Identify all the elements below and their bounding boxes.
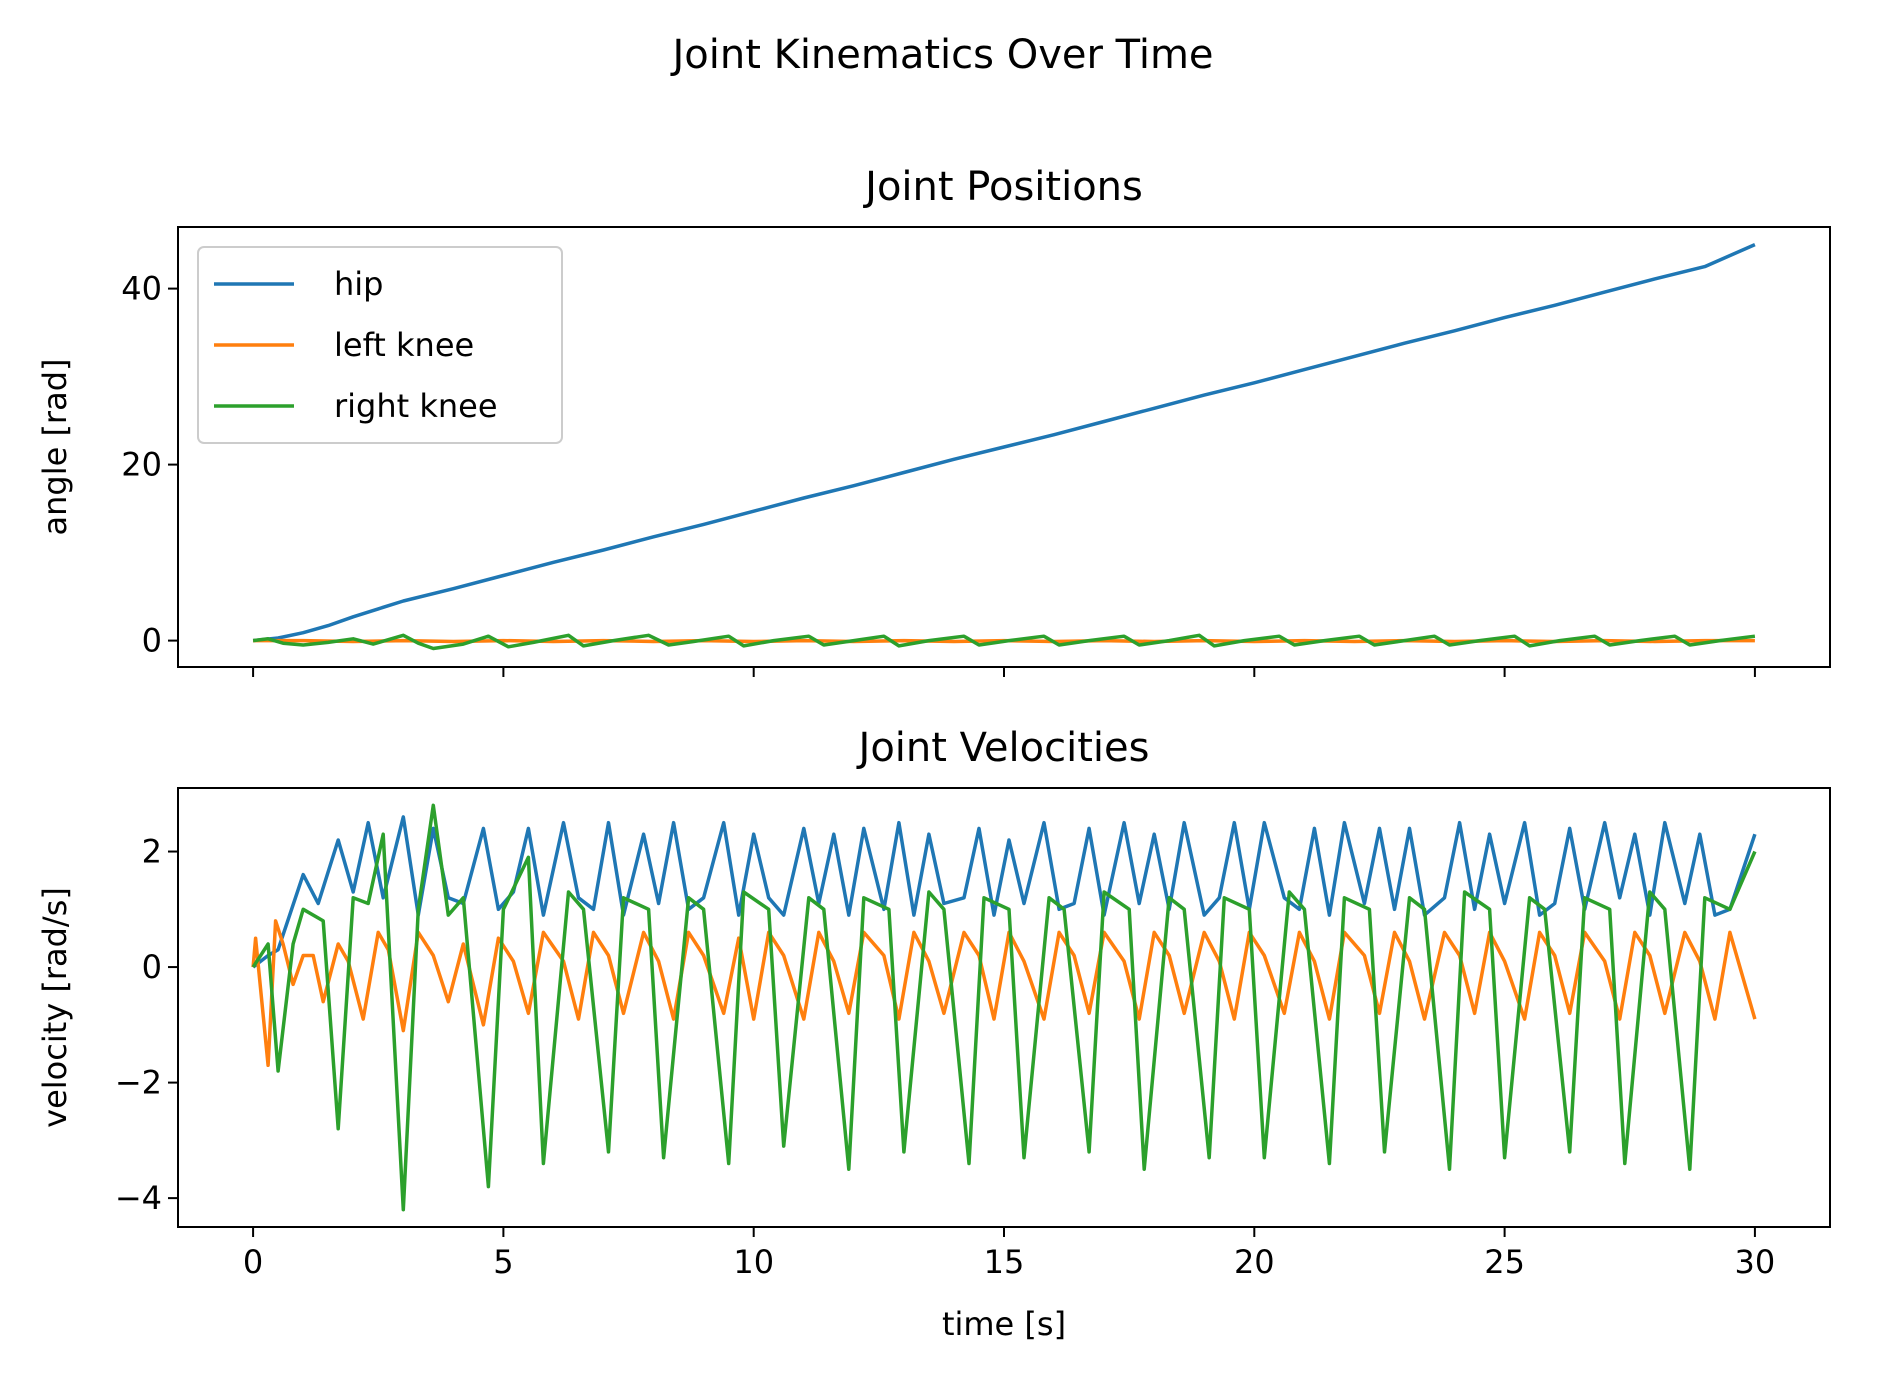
- figure-suptitle: Joint Kinematics Over Time: [669, 32, 1213, 78]
- positions-ytick-label-0: 0: [142, 622, 162, 660]
- velocities-xtick-label-15: 15: [984, 1243, 1025, 1281]
- positions-legend-label-left-knee: left knee: [334, 326, 474, 364]
- velocities-series-hip: [252, 815, 1757, 969]
- velocities-series-left-knee: [251, 919, 1757, 1068]
- positions-series-group: [252, 242, 1756, 651]
- positions-title: Joint Positions: [862, 164, 1143, 210]
- velocities-xlabel: time [s]: [942, 1305, 1066, 1343]
- velocities-xtick-label-30: 30: [1735, 1243, 1776, 1281]
- positions-ylabel: angle [rad]: [36, 359, 74, 536]
- positions-legend: hip left knee right knee: [197, 246, 563, 444]
- velocities-series-right-knee: [251, 803, 1757, 1212]
- velocities-xtick-label-20: 20: [1234, 1243, 1275, 1281]
- velocities-xtick-label-25: 25: [1484, 1243, 1525, 1281]
- positions-legend-box: [197, 246, 563, 444]
- velocities-ytick-label-0: 0: [142, 948, 162, 986]
- positions-legend-label-hip: hip: [334, 265, 383, 303]
- velocities-xtick-label-0: 0: [243, 1243, 263, 1281]
- velocities-ytick-label-2: −2: [115, 1064, 162, 1102]
- velocities-ytick-label-4: −4: [115, 1179, 162, 1217]
- positions-series-hip: [252, 242, 1756, 643]
- positions-ytick-label-40: 40: [121, 270, 162, 308]
- positions-legend-label-right-knee: right knee: [334, 387, 498, 425]
- positions-axes: Joint Positions 0 20 40 angle [rad] hip left k…: [36, 164, 1831, 677]
- velocities-ytick-label-2: 2: [142, 833, 162, 871]
- positions-series-right-knee: [252, 633, 1756, 651]
- positions-ytick-label-20: 20: [121, 446, 162, 484]
- velocities-xtick-label-10: 10: [733, 1243, 774, 1281]
- velocities-title: Joint Velocities: [856, 725, 1150, 771]
- velocities-xtick-label-5: 5: [493, 1243, 513, 1281]
- velocities-axes: Joint Velocities 0 5 10 15 20 25 30 −4 −2 0 2 veloci…: [36, 725, 1831, 1343]
- velocities-ylabel: velocity [rad/s]: [36, 887, 74, 1128]
- velocities-series-group: [251, 803, 1757, 1212]
